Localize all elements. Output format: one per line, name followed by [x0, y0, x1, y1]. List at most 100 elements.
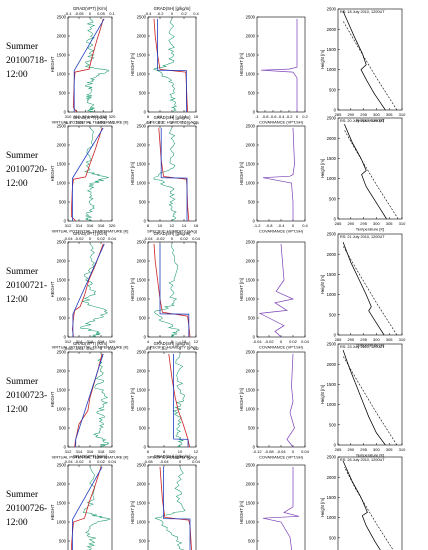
y-tick-label: 1000: [246, 520, 256, 525]
y-tick-label: 2500: [246, 15, 256, 20]
y-tick-label: 500: [139, 200, 147, 205]
x-tick-label: 12: [170, 223, 175, 228]
y-tick-label: 1500: [246, 388, 256, 393]
y-tick-label: 1500: [57, 162, 67, 167]
row-label: Summer 20100718- 12:00: [0, 40, 58, 82]
top-tick-label: -0.1: [65, 11, 73, 16]
x-tick-label: 295: [360, 337, 367, 342]
y-tick-label: 2000: [57, 34, 67, 39]
y-tick-label: 1000: [327, 402, 337, 407]
y-tick-label: 1500: [57, 501, 67, 506]
y-axis-label: HEIGHT [m]: [239, 501, 244, 524]
covariance-line: [262, 127, 295, 221]
vpt-fit-line: [72, 466, 103, 550]
x-tick-label: -1: [255, 114, 259, 119]
x-tick-label: 312: [65, 339, 72, 344]
y-tick-label: 1000: [246, 72, 256, 77]
x-tick-label: 320: [109, 339, 116, 344]
y-tick-label: 0: [64, 110, 67, 115]
top-axis-label: GRAD(VPT) [K/m]: [73, 231, 107, 236]
y-tick-label: 0: [144, 335, 147, 340]
plot-frame: [67, 125, 113, 222]
top-axis-label: GRAD(VPT) [K/m]: [73, 341, 107, 346]
plot-frame: [256, 464, 306, 550]
temperature-line: [342, 241, 385, 336]
radiosonde-title: RS: 26 July 2010, 1200UT: [340, 458, 385, 462]
top-tick-label: -0.08: [143, 459, 153, 464]
plot-frame: [337, 233, 403, 336]
y-tick-label: 2500: [327, 232, 337, 237]
y-axis-label: Height [m]: [320, 159, 325, 178]
top-tick-label: -0.06: [63, 346, 73, 351]
row-label-season: Summer: [6, 42, 39, 52]
row-label-date: 20100718-: [6, 56, 48, 66]
temperature-line: [342, 349, 386, 446]
y-axis-label: HEIGHT [m]: [130, 388, 135, 411]
x-tick-label: 6: [159, 339, 162, 344]
top-tick-label: -0.4: [145, 346, 153, 351]
y-tick-label: 2500: [137, 240, 147, 245]
y-tick-label: 1000: [57, 72, 67, 77]
top-tick-label: -0.4: [145, 11, 153, 16]
y-tick-label: 2500: [57, 124, 67, 129]
top-tick-label: 0.04: [192, 459, 201, 464]
y-tick-label: 0: [253, 335, 256, 340]
covariance-line: [260, 18, 298, 112]
y-tick-label: 1000: [137, 520, 147, 525]
top-tick-label: 0.4: [193, 120, 199, 125]
top-tick-label: 0.2: [181, 120, 187, 125]
y-tick-label: 500: [329, 535, 337, 540]
y-tick-label: 0: [334, 333, 337, 338]
x-tick-label: 320: [109, 223, 116, 228]
x-axis-label: Temperature [K]: [356, 118, 384, 123]
x-axis-label: Temperature [K]: [356, 343, 384, 348]
y-axis-label: HEIGHT: [50, 391, 55, 407]
x-tick-label: 285: [335, 112, 342, 117]
row-label-time: 12:00: [6, 70, 28, 80]
y-tick-label: 500: [139, 91, 147, 96]
x-tick-label: 8: [163, 449, 166, 454]
y-tick-label: 2000: [137, 34, 147, 39]
x-tick-label: 10: [158, 223, 163, 228]
x-tick-label: 310: [399, 221, 406, 226]
y-axis-label: Height [m]: [320, 385, 325, 404]
x-tick-label: 8: [171, 339, 174, 344]
x-axis-label: VIRTUAL POTENTIAL TEMPERATURE [K]: [52, 345, 129, 350]
y-tick-label: 2500: [137, 463, 147, 468]
x-axis-label: Temperature [K]: [356, 227, 384, 232]
top-tick-label: 0: [179, 459, 182, 464]
y-tick-label: 1000: [137, 72, 147, 77]
top-tick-label: 0.04: [108, 236, 117, 241]
x-tick-label: 314: [82, 114, 89, 119]
y-tick-label: 1500: [137, 53, 147, 58]
x-tick-label: 300: [373, 337, 380, 342]
radiosonde-title: RS: 23 July 2010, 1200UT: [340, 345, 385, 349]
x-tick-label: 290: [347, 221, 354, 226]
y-axis-label: HEIGHT [m]: [239, 388, 244, 411]
y-tick-label: 500: [139, 426, 147, 431]
y-tick-label: 1000: [246, 407, 256, 412]
top-tick-label: -0.04: [63, 459, 73, 464]
top-tick-label: 0.04: [108, 459, 117, 464]
x-tick-label: 320: [109, 114, 116, 119]
plot-frame: [337, 117, 403, 220]
top-tick-label: 0: [100, 346, 103, 351]
vpt-gradient-line: [84, 127, 110, 222]
y-tick-label: 1500: [137, 501, 147, 506]
panel-vpt: 0 500 1000 1500 2000 2500 HEIGHT 310 312 314 316 31…: [50, 6, 128, 125]
x-tick-label: 0.02: [289, 339, 298, 344]
vpt-gradient-line: [80, 243, 109, 338]
vpt-fit-line: [73, 18, 105, 112]
y-tick-label: 0: [253, 445, 256, 450]
top-tick-label: 0.02: [97, 236, 106, 241]
vpt-line: [72, 18, 104, 113]
y-tick-label: 1000: [246, 297, 256, 302]
y-tick-label: 500: [248, 426, 256, 431]
x-tick-label: 300: [373, 221, 380, 226]
